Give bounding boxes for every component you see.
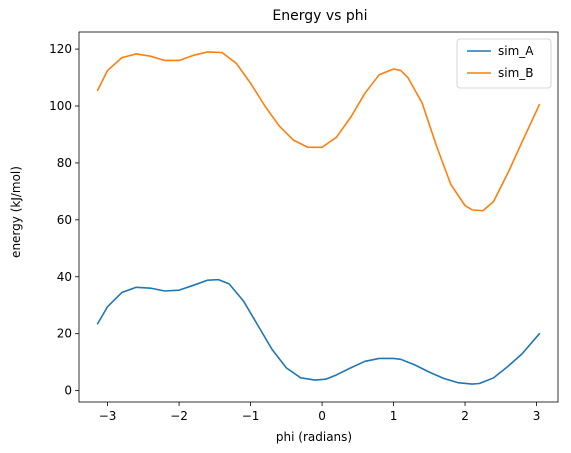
legend-label-sim-a: sim_A (498, 44, 534, 58)
y-axis-label: energy (kJ/mol) (9, 166, 23, 258)
x-tick-label: 0 (318, 409, 326, 423)
y-tick-label: 80 (57, 156, 72, 170)
y-tick-label: 0 (64, 384, 72, 398)
x-axis-label: phi (radians) (276, 430, 352, 444)
x-axis: −3 −2 −1 0 1 2 3 (99, 402, 541, 423)
y-tick-label: 40 (57, 270, 72, 284)
y-tick-label: 20 (57, 327, 72, 341)
series-line-sim-b (96, 51, 541, 212)
series-line-sim-a (96, 278, 541, 385)
x-tick-label: 3 (533, 409, 541, 423)
x-tick-label: 1 (390, 409, 398, 423)
x-tick-label: −1 (242, 409, 260, 423)
x-tick-label: −2 (170, 409, 188, 423)
y-tick-label: 60 (57, 213, 72, 227)
chart-title: Energy vs phi (272, 8, 367, 24)
legend-label-sim-b: sim_B (498, 66, 534, 80)
series-lines (96, 51, 541, 385)
y-tick-label: 120 (49, 42, 72, 56)
legend: sim_A sim_B (456, 38, 552, 89)
y-axis: 0 20 40 60 80 100 120 (49, 42, 79, 398)
x-tick-label: 2 (461, 409, 469, 423)
x-tick-label: −3 (99, 409, 117, 423)
plot-area-frame (78, 31, 559, 403)
y-tick-label: 100 (49, 99, 72, 113)
